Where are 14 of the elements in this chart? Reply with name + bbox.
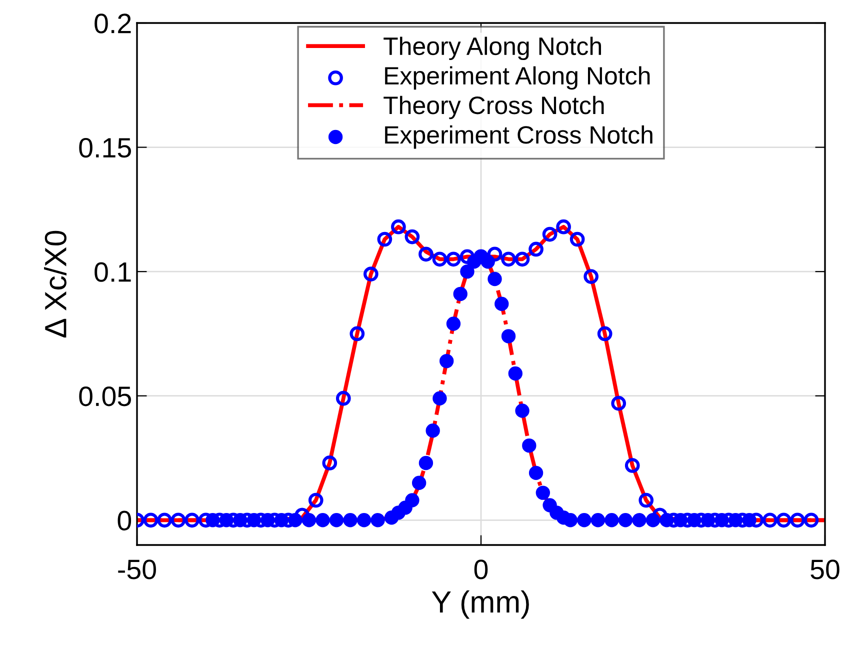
x-tick-label: 0 bbox=[474, 560, 488, 580]
y-tick-label: 0.15 bbox=[79, 138, 131, 158]
y-tick-label: 0.2 bbox=[94, 14, 131, 34]
y-axis-title: Δ Xc/X0 bbox=[44, 230, 66, 338]
legend-label: Experiment Along Notch bbox=[385, 66, 650, 90]
x-tick-label: 50 bbox=[810, 560, 840, 580]
legend-label: Theory Along Notch bbox=[384, 36, 601, 60]
y-tick-label: 0.05 bbox=[79, 386, 131, 406]
legend-label: Theory Cross Notch bbox=[384, 96, 604, 120]
y-tick-label: 0.1 bbox=[94, 262, 131, 282]
x-tick-label: -50 bbox=[118, 560, 156, 580]
legend-label: Experiment Cross Notch bbox=[385, 125, 652, 149]
x-axis-title: Y (mm) bbox=[432, 590, 529, 619]
y-tick-label: 0 bbox=[118, 510, 132, 530]
